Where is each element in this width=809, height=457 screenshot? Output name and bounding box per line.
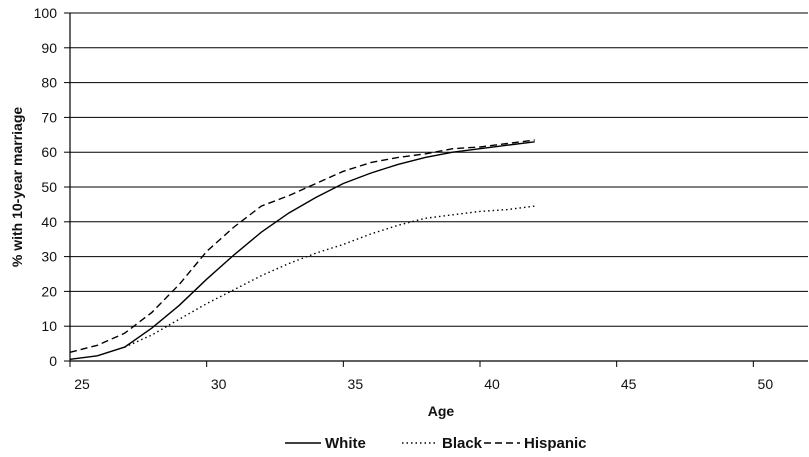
legend-label-hispanic: Hispanic — [524, 435, 587, 452]
x-tick-label-40: 40 — [484, 376, 500, 392]
x-tick-label-30: 30 — [211, 376, 227, 392]
y-axis-title: % with 10-year marriage — [9, 107, 25, 268]
y-axis-ticks: 0 10 20 30 40 50 60 70 80 90 100 — [34, 5, 70, 369]
x-axis-title: Age — [428, 403, 455, 419]
series-line-hispanic — [69, 139, 535, 353]
x-tick-label-50: 50 — [758, 376, 774, 392]
y-tick-label-80: 80 — [41, 75, 57, 91]
y-tick-label-40: 40 — [41, 214, 57, 230]
x-tick-label-45: 45 — [621, 376, 637, 392]
series-lines — [69, 139, 535, 360]
y-tick-label-10: 10 — [41, 318, 57, 334]
y-tick-label-100: 100 — [34, 5, 58, 21]
gridlines — [70, 12, 808, 327]
legend-label-white: White — [325, 435, 366, 452]
x-tick-label-25: 25 — [74, 376, 90, 392]
y-tick-label-20: 20 — [41, 283, 57, 299]
y-tick-label-60: 60 — [41, 144, 57, 160]
legend: White Black Hispanic — [285, 435, 587, 452]
series-line-black — [124, 205, 535, 348]
y-tick-label-0: 0 — [49, 353, 57, 369]
y-tick-label-30: 30 — [41, 249, 57, 265]
y-tick-label-50: 50 — [41, 179, 57, 195]
y-tick-label-90: 90 — [41, 40, 57, 56]
x-tick-label-35: 35 — [348, 376, 364, 392]
legend-label-black: Black — [442, 435, 483, 452]
y-tick-label-70: 70 — [41, 109, 57, 125]
series-line-white — [69, 141, 535, 360]
x-axis-ticks: 25 30 35 40 45 50 — [69, 361, 774, 392]
